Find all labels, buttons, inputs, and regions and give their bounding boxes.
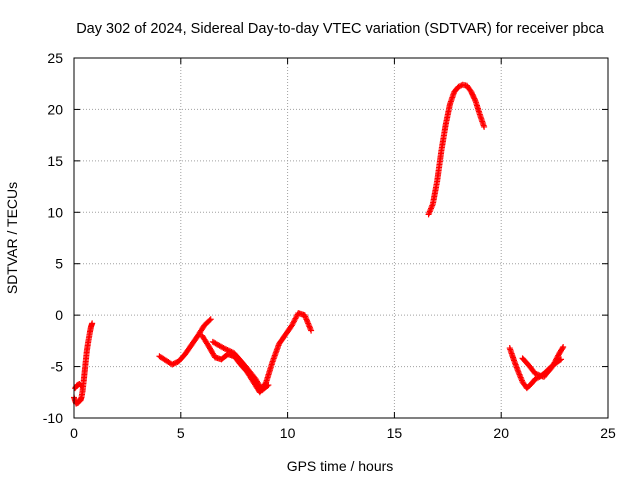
y-tick-label: 20 [47,101,63,117]
series-arc1 [71,320,96,407]
y-tick-label: -10 [43,410,63,426]
series-arc3 [199,310,315,396]
y-tick-label: -5 [51,359,64,375]
series-arc4 [425,81,488,218]
data-point [89,320,96,327]
data-point [206,317,213,324]
data-point [224,346,231,353]
data-point [265,382,272,389]
x-tick-label: 0 [70,425,78,441]
series-arc1b [72,381,85,392]
data-point [220,345,227,352]
data-point [470,94,477,101]
plot-frame [73,57,609,419]
y-tick-label: 0 [55,307,63,323]
y-tick-label: 15 [47,153,63,169]
x-tick-label: 5 [177,425,185,441]
x-tick-label: 15 [387,425,403,441]
data-point [221,345,228,352]
series-arc3b [209,338,272,394]
data-point [468,90,475,97]
data-point [560,344,567,351]
data-point [468,88,475,95]
x-tick-label: 20 [493,425,509,441]
data-point [471,96,478,103]
y-tick-label: 5 [55,256,63,272]
data-point [207,316,214,323]
data-point [469,91,476,98]
data-point [471,95,478,102]
data-point [264,382,271,389]
data-point [559,345,566,352]
data-point [78,383,85,390]
data-point [228,348,235,355]
x-tick-label: 25 [600,425,616,441]
x-axis-label: GPS time / hours [287,458,394,474]
data-point [470,92,477,99]
series-arc5 [506,345,565,392]
data-points [71,81,567,407]
data-point [223,346,230,353]
chart-title: Day 302 of 2024, Sidereal Day-to-day VTE… [76,21,605,37]
data-point [225,347,232,354]
grid-layer [73,57,609,419]
tick-labels: 0 5 10 15 20 25 -10 -5 0 5 10 15 20 25 [43,50,616,441]
data-point [227,348,234,355]
data-point [308,327,315,334]
data-point [77,382,84,389]
y-tick-label: 25 [47,50,63,66]
y-axis-label: SDTVAR / TECUs [4,182,20,294]
data-point [481,123,488,130]
series-arc5b [519,344,567,380]
x-tick-label: 10 [280,425,296,441]
y-tick-label: 10 [47,204,63,220]
